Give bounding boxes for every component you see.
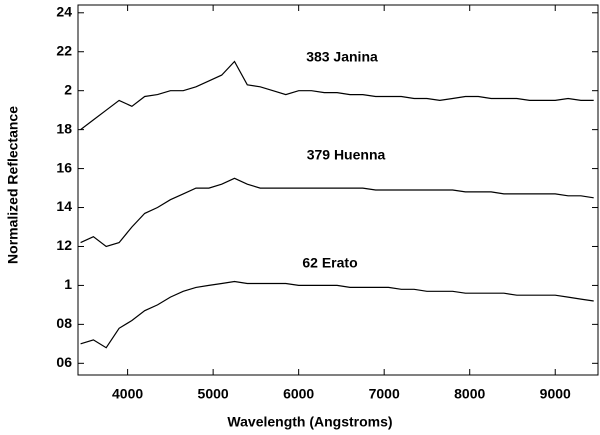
spectrum-line — [80, 177, 594, 248]
series-label: 62 Erato — [302, 255, 357, 271]
plot-frame — [77, 4, 599, 376]
x-tick-label: 4000 — [112, 386, 143, 402]
y-tick-label: 2 — [64, 81, 72, 97]
x-tick-label: 6000 — [283, 386, 314, 402]
x-tick-label: 8000 — [454, 386, 485, 402]
y-tick-label: 16 — [56, 159, 72, 175]
series-label: 379 Huenna — [307, 147, 386, 163]
x-tick-label: 5000 — [198, 386, 229, 402]
y-tick-label: 12 — [56, 237, 72, 253]
spectrum-line — [80, 280, 594, 349]
y-tick-label: 14 — [56, 198, 72, 214]
y-axis-title: Normalized Reflectance — [5, 106, 21, 264]
x-tick-label: 9000 — [540, 386, 571, 402]
y-tick-label: 22 — [56, 42, 72, 58]
y-tick-label: 06 — [56, 354, 72, 370]
x-axis-title: Wavelength (Angstroms) — [227, 414, 392, 430]
series-label: 383 Janina — [306, 49, 378, 65]
y-tick-label: 24 — [56, 3, 72, 19]
spectrum-line — [80, 60, 594, 131]
y-tick-label: 1 — [64, 276, 72, 292]
y-tick-label: 18 — [56, 120, 72, 136]
y-tick-label: 08 — [56, 315, 72, 331]
x-tick-label: 7000 — [369, 386, 400, 402]
